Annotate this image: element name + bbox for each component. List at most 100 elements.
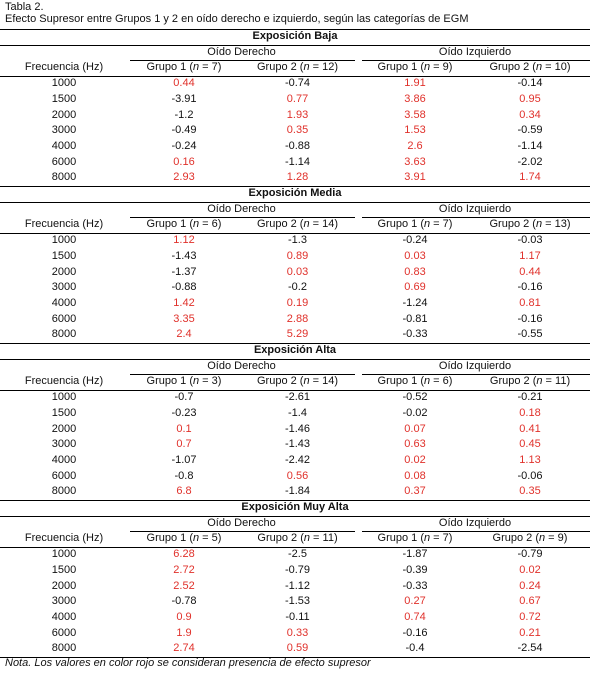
group-header: Grupo 2 (n = 11) bbox=[489, 375, 571, 388]
value: -1.53 bbox=[284, 595, 311, 608]
value: 1.28 bbox=[286, 171, 309, 184]
group-header: Grupo 2 (n = 10) bbox=[489, 61, 571, 74]
value: 0.16 bbox=[173, 155, 195, 168]
group-header: Grupo 2 (n = 12) bbox=[256, 61, 339, 74]
value: -0.03 bbox=[517, 234, 543, 247]
value: 0.34 bbox=[519, 108, 541, 121]
group-header: Grupo 1 (n = 7) bbox=[377, 218, 453, 231]
table-caption: Efecto Supresor entre Grupos 1 y 2 en oí… bbox=[5, 13, 469, 25]
rule bbox=[0, 76, 590, 78]
frequency: 8000 bbox=[51, 642, 77, 655]
frequency: 6000 bbox=[51, 469, 77, 482]
frequency: 1500 bbox=[51, 249, 77, 262]
ear-header: Oído Izquierdo bbox=[438, 516, 512, 529]
value: 0.24 bbox=[519, 579, 541, 592]
value: 0.45 bbox=[519, 438, 541, 451]
value: -1.43 bbox=[171, 249, 197, 262]
value: -0.4 bbox=[405, 642, 425, 655]
group-header: Grupo 2 (n = 11) bbox=[257, 532, 338, 545]
rule bbox=[362, 374, 590, 376]
frequency: 1000 bbox=[51, 77, 77, 90]
ear-header: Oído Izquierdo bbox=[438, 359, 512, 372]
value: 0.74 bbox=[404, 610, 426, 623]
value: -2.61 bbox=[284, 391, 311, 404]
value: 0.7 bbox=[176, 438, 192, 451]
value: -2.5 bbox=[288, 548, 307, 561]
rule bbox=[0, 233, 590, 235]
value: -0.11 bbox=[285, 610, 310, 623]
group-header: Grupo 1 (n = 9) bbox=[377, 61, 453, 74]
value: -0.79 bbox=[284, 563, 311, 576]
value: -1.37 bbox=[171, 265, 197, 278]
rule bbox=[0, 515, 590, 517]
group-header: Grupo 2 (n = 9) bbox=[492, 532, 568, 545]
rule bbox=[130, 531, 355, 533]
value: -2.42 bbox=[284, 453, 311, 466]
value: 0.37 bbox=[404, 485, 426, 498]
frequency: 6000 bbox=[51, 155, 77, 168]
value: 1.12 bbox=[173, 234, 195, 247]
ear-header: Oído Izquierdo bbox=[438, 45, 512, 58]
value: -0.59 bbox=[517, 124, 543, 137]
value: 3.58 bbox=[404, 108, 426, 121]
value: 0.83 bbox=[404, 265, 426, 278]
value: 0.33 bbox=[286, 626, 309, 639]
frequency: 2000 bbox=[51, 422, 77, 435]
ear-header: Oído Derecho bbox=[207, 516, 276, 529]
value: 0.9 bbox=[176, 610, 192, 623]
frequency: 4000 bbox=[51, 296, 77, 309]
rule bbox=[0, 29, 590, 30]
frequency: 8000 bbox=[51, 328, 77, 341]
value: -0.24 bbox=[402, 234, 428, 247]
value: 0.02 bbox=[519, 563, 541, 576]
value: -0.33 bbox=[402, 579, 428, 592]
value: -1.46 bbox=[284, 422, 311, 435]
value: -0.8 bbox=[174, 469, 194, 482]
rule bbox=[0, 500, 590, 501]
rule bbox=[0, 390, 590, 392]
value: 1.91 bbox=[404, 77, 426, 90]
frequency: 4000 bbox=[51, 610, 77, 623]
value: 2.74 bbox=[173, 642, 195, 655]
section-title: Exposición Muy Alta bbox=[241, 501, 349, 513]
value: -1.3 bbox=[288, 234, 307, 247]
value: -0.78 bbox=[171, 595, 197, 608]
rule bbox=[130, 217, 355, 219]
frequency: 4000 bbox=[51, 453, 77, 466]
value: 2.72 bbox=[173, 563, 195, 576]
frequency: 1000 bbox=[51, 548, 77, 561]
value: 0.56 bbox=[286, 469, 309, 482]
value: 2.88 bbox=[286, 312, 309, 325]
value: 3.35 bbox=[173, 312, 195, 325]
value: 0.89 bbox=[286, 249, 309, 262]
value: -0.16 bbox=[402, 626, 428, 639]
rule bbox=[0, 657, 590, 658]
frequency: 1500 bbox=[51, 92, 77, 105]
value: 2.93 bbox=[173, 171, 195, 184]
value: 6.28 bbox=[173, 548, 195, 561]
value: -1.14 bbox=[517, 139, 543, 152]
value: 0.72 bbox=[519, 610, 541, 623]
frequency: 1000 bbox=[51, 234, 77, 247]
group-header: Grupo 1 (n = 7) bbox=[377, 532, 453, 545]
frequency: 8000 bbox=[51, 171, 77, 184]
group-header: Grupo 2 (n = 14) bbox=[256, 375, 339, 388]
value: 2.6 bbox=[407, 139, 423, 152]
value: 0.67 bbox=[519, 595, 541, 608]
value: 0.03 bbox=[404, 249, 426, 262]
value: -1.12 bbox=[284, 579, 311, 592]
value: -0.88 bbox=[284, 139, 311, 152]
frequency: 3000 bbox=[51, 124, 77, 137]
section-title: Exposición Baja bbox=[252, 30, 338, 42]
group-header: Grupo 1 (n = 6) bbox=[377, 375, 453, 388]
value: -0.2 bbox=[288, 281, 307, 294]
frequency: 1500 bbox=[51, 563, 77, 576]
value: -0.52 bbox=[402, 391, 428, 404]
frequency-header: Frecuencia (Hz) bbox=[24, 375, 104, 388]
value: 0.18 bbox=[519, 406, 541, 419]
value: -1.87 bbox=[402, 548, 428, 561]
value: -0.14 bbox=[517, 77, 543, 90]
value: 3.91 bbox=[404, 171, 426, 184]
value: -0.7 bbox=[174, 391, 194, 404]
value: 0.63 bbox=[404, 438, 426, 451]
